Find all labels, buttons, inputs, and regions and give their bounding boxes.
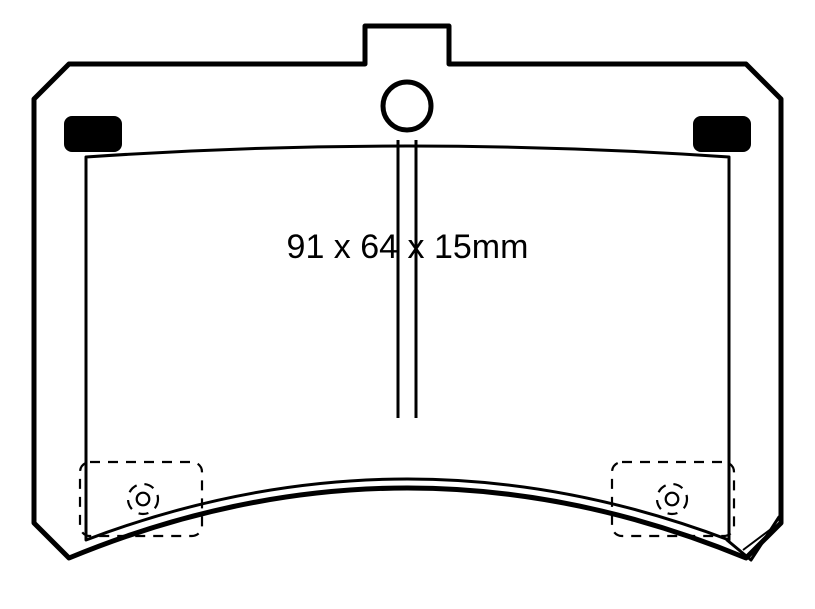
right-abutment-tab xyxy=(612,462,734,536)
left-mounting-slot xyxy=(64,116,122,152)
diagram-svg xyxy=(0,0,815,609)
right-mounting-slot xyxy=(693,116,751,152)
dimensions-label: 91 x 64 x 15mm xyxy=(0,228,815,267)
left-abutment-hole xyxy=(128,484,158,514)
center-hole xyxy=(383,82,431,130)
brake-pad-diagram: 91 x 64 x 15mm xyxy=(0,0,815,609)
left-abutment-hole-inner xyxy=(137,493,150,506)
right-abutment-hole xyxy=(657,484,687,514)
left-abutment-tab xyxy=(80,462,202,536)
right-abutment-hole-inner xyxy=(666,493,679,506)
inner-pad-outline xyxy=(86,146,729,540)
